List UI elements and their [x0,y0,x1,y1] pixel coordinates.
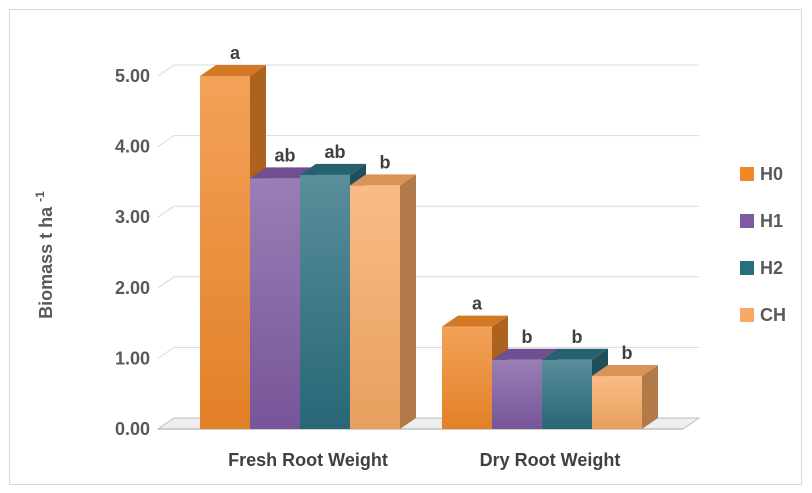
bar-front [592,376,642,429]
y-tick-label: 0.00 [115,419,150,439]
bar-top [442,315,508,327]
y-tick-label: 5.00 [115,66,150,86]
bar-data-label: b [380,152,391,172]
legend-swatch [740,261,754,275]
legend-label: H0 [760,164,783,184]
bar-h0-dry: a [442,294,508,429]
y-tick-label: 1.00 [115,348,150,368]
bar-front [300,174,350,429]
bar-top [200,65,266,76]
legend-label: CH [760,305,786,325]
bar-side [400,174,416,429]
y-axis-title-text: Biomass t ha [36,206,56,319]
legend-label: H1 [760,211,783,231]
y-axis-ticks: 0.00 1.00 2.00 3.00 4.00 5.00 [115,66,150,439]
bar-front [250,178,300,429]
y-tick-label: 2.00 [115,278,150,298]
gridline [157,346,699,359]
bar-ch-dry: b [592,343,658,429]
y-axis-title: Biomass t ha -1 [33,191,56,319]
bar-data-label: a [472,294,483,314]
bar-front [492,359,542,429]
bar-front [442,326,492,429]
bar-data-label: ab [274,145,295,165]
legend-item-ch: CH [740,305,786,325]
y-tick-label: 4.00 [115,137,150,157]
bar-top [350,174,416,186]
legend-item-h1: H1 [740,211,783,231]
legend-label: H2 [760,258,783,278]
bar-ch-fresh: b [350,152,416,429]
x-category-label: Dry Root Weight [480,450,621,470]
bar-front [350,185,400,429]
bar-top [592,365,658,377]
gridline [157,276,699,289]
legend-item-h2: H2 [740,258,783,278]
bar-front [542,359,592,429]
bar-front [200,76,250,429]
legend-swatch [740,167,754,181]
bar-data-label: b [522,327,533,347]
legend: H0 H1 H2 CH [740,164,786,325]
bar-top [542,348,608,360]
bar-top [492,348,558,360]
bar-data-label: ab [324,142,345,162]
bar-data-label: a [230,43,241,63]
bar-top [250,167,316,179]
x-axis-categories: Fresh Root Weight Dry Root Weight [228,450,620,470]
legend-swatch [740,308,754,322]
bar-top [300,163,366,175]
bar-side [642,365,658,429]
y-tick-label: 3.00 [115,207,150,227]
gridline [157,135,699,148]
gridline [157,64,699,77]
chart-frame: a ab ab b a b b b 0.00 1.00 2.00 3.00 4.00 5.00 Fres… [9,9,802,485]
legend-item-h0: H0 [740,164,783,184]
legend-swatch [740,214,754,228]
y-axis-title-superscript: -1 [33,191,47,202]
x-category-label: Fresh Root Weight [228,450,388,470]
bar-data-label: b [622,343,633,363]
bar-data-label: b [572,327,583,347]
gridline [157,205,699,218]
